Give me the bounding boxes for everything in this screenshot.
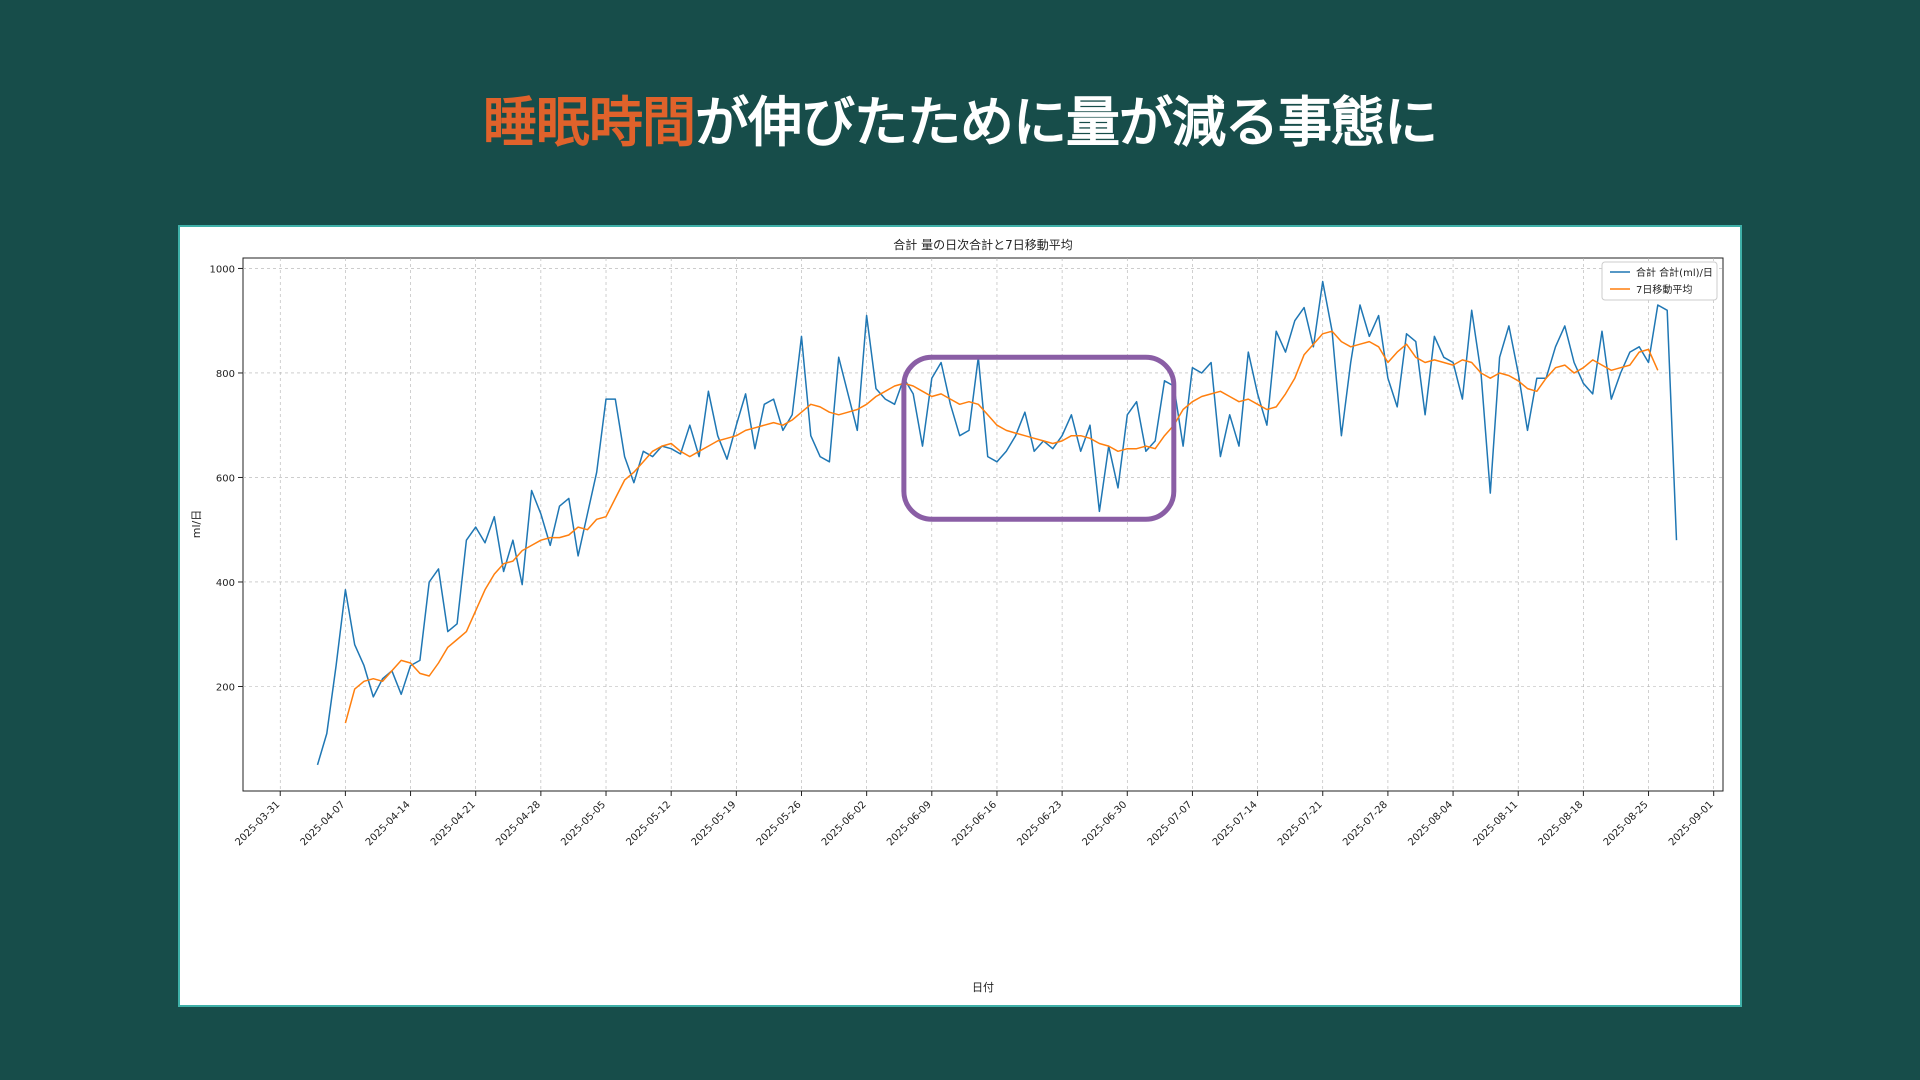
x-tick-label: 2025-04-21	[429, 799, 478, 848]
legend-box	[1601, 261, 1718, 301]
x-tick-label: 2025-08-18	[1537, 799, 1586, 848]
y-axis-label: ml/日	[190, 510, 203, 538]
x-tick-label: 2025-08-04	[1406, 799, 1455, 848]
y-tick-label: 200	[216, 682, 235, 693]
y-tick-label: 800	[216, 369, 235, 380]
highlight-box	[901, 354, 1177, 522]
series-line-moving-average	[344, 330, 1659, 724]
x-tick-label: 2025-03-31	[233, 799, 282, 848]
chart-card: 2025-03-31 2025-04-07 2025-04-14 2025-04-21…	[178, 225, 1742, 1007]
x-tick-label: 2025-04-14	[364, 799, 413, 848]
slide-title-rest: が伸びたために量が減る事態に	[695, 91, 1438, 154]
x-tick-label: 2025-07-07	[1146, 799, 1195, 848]
annotation-layer	[901, 354, 1177, 522]
legend-label-moving-average: 7日移動平均	[1636, 283, 1692, 296]
x-tick-label: 2025-07-14	[1211, 799, 1260, 848]
x-tick-label: 2025-09-01	[1667, 799, 1716, 848]
x-tick-label: 2025-08-25	[1602, 799, 1651, 848]
series-layer	[316, 280, 1678, 766]
grid-layer	[243, 258, 1723, 791]
y-tick-label: 1000	[210, 264, 235, 275]
x-tick-label: 2025-06-16	[950, 799, 999, 848]
series-line-daily-total	[316, 280, 1678, 766]
legend-label-daily: 合計 合計(ml)/日	[1636, 266, 1713, 279]
x-tick-label: 2025-06-23	[1015, 799, 1064, 848]
plot-frame	[242, 257, 1724, 792]
x-tick-label: 2025-05-19	[690, 799, 739, 848]
x-tick-label: 2025-06-09	[885, 799, 934, 848]
y-tick-label: 400	[216, 578, 235, 589]
legend: 合計 合計(ml)/日 7日移動平均	[1601, 261, 1718, 301]
x-tick-label: 2025-05-26	[755, 799, 804, 848]
x-tick-label: 2025-07-28	[1341, 799, 1390, 848]
slide-title-highlight: 睡眠時間	[483, 91, 696, 154]
x-tick-label: 2025-05-12	[624, 799, 673, 848]
x-tick-label: 2025-06-30	[1081, 799, 1130, 848]
x-tick-label: 2025-08-11	[1471, 799, 1520, 848]
x-tick-label: 2025-05-05	[559, 799, 608, 848]
daily-total-chart: 2025-03-31 2025-04-07 2025-04-14 2025-04-21…	[190, 237, 1724, 994]
x-axis-label: 日付	[972, 981, 994, 994]
x-tick-label: 2025-04-07	[299, 799, 348, 848]
x-tick-label: 2025-06-02	[820, 799, 869, 848]
axis-layer: 2025-03-31 2025-04-07 2025-04-14 2025-04-21…	[210, 264, 1716, 848]
x-tick-label: 2025-04-28	[494, 799, 543, 848]
y-tick-label: 600	[216, 473, 235, 484]
chart-title: 合計 量の日次合計と7日移動平均	[893, 237, 1072, 252]
slide-title: 睡眠時間が伸びたために量が減る事態に	[0, 88, 1920, 158]
x-tick-label: 2025-07-21	[1276, 799, 1325, 848]
